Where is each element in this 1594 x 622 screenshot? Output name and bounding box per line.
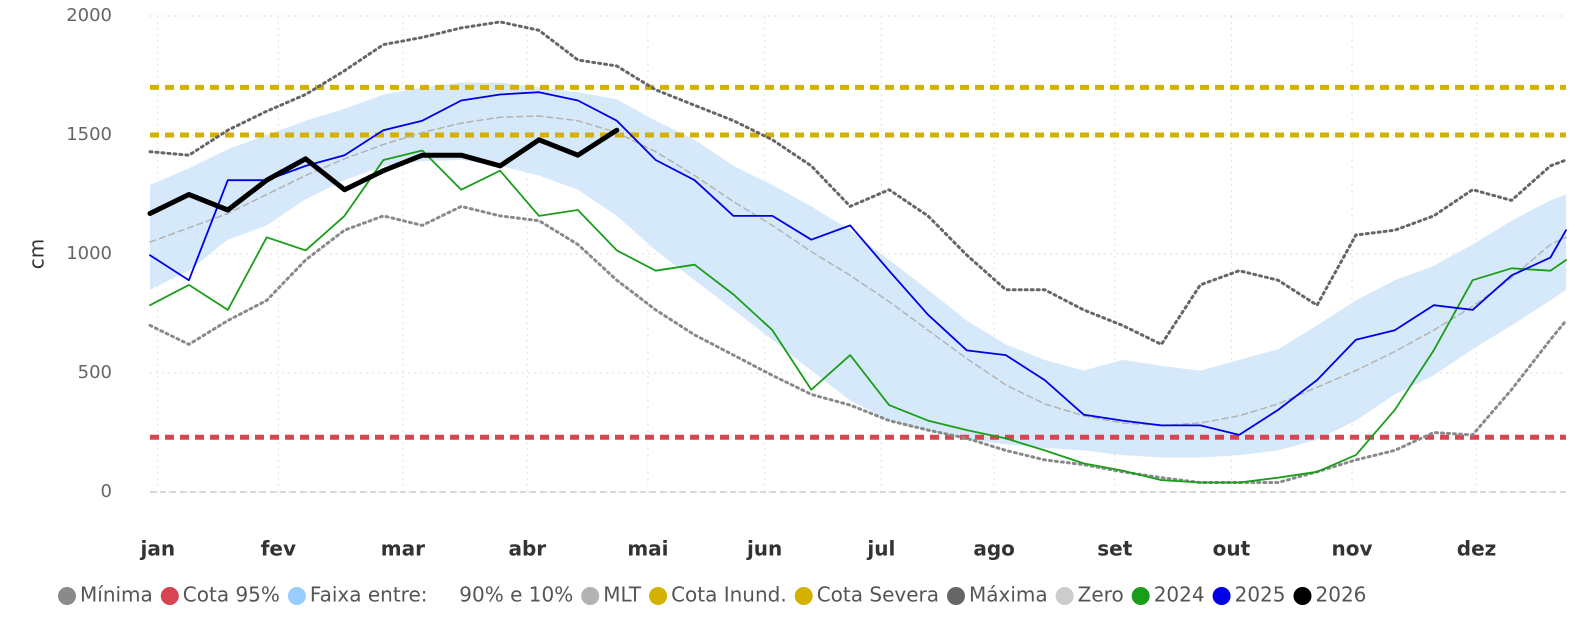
legend-marker bbox=[1212, 587, 1231, 605]
legend-label: 2025 bbox=[1235, 583, 1286, 607]
x-tick-label: ago bbox=[973, 537, 1015, 561]
legend-marker bbox=[1055, 587, 1074, 605]
legend-label: 2026 bbox=[1316, 583, 1367, 607]
legend-label: Cota Severa bbox=[817, 583, 939, 607]
series-line bbox=[148, 204, 1568, 484]
x-tick-label: fev bbox=[261, 537, 296, 561]
legend-marker bbox=[947, 587, 965, 605]
x-tick-label: mar bbox=[381, 537, 425, 561]
band-area bbox=[150, 82, 1566, 458]
legend-marker bbox=[581, 587, 600, 605]
legend-label: 2024 bbox=[1154, 583, 1205, 607]
legend-marker bbox=[794, 587, 813, 605]
x-tick-label: jul bbox=[866, 537, 895, 561]
series-line bbox=[149, 149, 1567, 484]
x-tick-label: abr bbox=[508, 537, 546, 561]
legend-marker bbox=[1131, 587, 1150, 605]
x-tick-label: nov bbox=[1332, 537, 1373, 561]
y-tick-label: 1500 bbox=[66, 124, 112, 145]
x-tick-label: jun bbox=[746, 537, 782, 561]
y-tick-label: 1000 bbox=[66, 243, 112, 264]
y-tick-label: 0 bbox=[101, 481, 112, 502]
legend-label: Faixa entre: 90% e 10% bbox=[310, 583, 573, 607]
x-tick-label: mai bbox=[627, 537, 668, 561]
series-line bbox=[149, 91, 1567, 436]
legend-label: MLT bbox=[603, 583, 642, 607]
x-tick-label: out bbox=[1213, 537, 1251, 561]
legend-marker bbox=[1293, 587, 1312, 605]
series-line bbox=[148, 20, 1568, 346]
legend-marker bbox=[58, 587, 76, 605]
y-axis-label: cm bbox=[25, 239, 49, 269]
legend-label: Cota Inund. bbox=[671, 583, 787, 607]
legend-marker bbox=[649, 587, 668, 605]
legend-label: Zero bbox=[1078, 583, 1124, 607]
y-tick-label: 2000 bbox=[66, 5, 112, 26]
x-tick-label: dez bbox=[1457, 537, 1497, 561]
legend-label: Máxima bbox=[969, 583, 1048, 607]
x-tick-label: jan bbox=[139, 537, 175, 561]
series-line bbox=[149, 115, 1567, 427]
legend-label: Mínima bbox=[80, 583, 153, 607]
legend-marker bbox=[160, 587, 179, 605]
x-tick-label: set bbox=[1097, 537, 1132, 561]
legend-marker bbox=[287, 587, 306, 605]
legend-label: Cota 95% bbox=[183, 583, 280, 607]
y-tick-label: 500 bbox=[78, 362, 112, 383]
series-line bbox=[147, 127, 620, 216]
